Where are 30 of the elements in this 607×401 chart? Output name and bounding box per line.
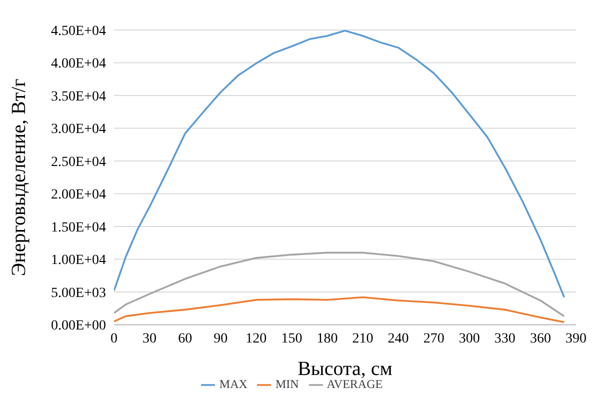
y-tick-label: 4.50E+04 [51, 24, 106, 39]
y-tick-label: 3.50E+04 [51, 89, 106, 104]
x-tick-label: 90 [214, 332, 228, 347]
x-tick-label: 30 [142, 332, 157, 347]
legend-label: MIN [275, 376, 299, 391]
x-tick-label: 270 [423, 332, 444, 347]
x-tick-label: 390 [566, 332, 586, 347]
x-tick-label: 0 [110, 332, 118, 347]
y-tick-label: 3.00E+04 [51, 122, 106, 138]
y-tick-label: 4.00E+04 [51, 56, 106, 72]
x-tick-label: 330 [494, 332, 516, 347]
y-axis-title: Энерговыделение, Вт/г [8, 78, 30, 276]
x-tick-label: 60 [178, 332, 192, 347]
x-tick-label: 120 [246, 332, 267, 347]
y-tick-label: 1.00E+04 [51, 253, 106, 268]
x-tick-label: 240 [388, 332, 409, 347]
x-tick-label: 180 [316, 332, 338, 347]
y-tick-label: 2.50E+04 [51, 154, 106, 170]
y-tick-label: 0.00E+00 [51, 318, 106, 334]
x-tick-label: 300 [458, 332, 480, 347]
x-tick-label: 360 [530, 332, 551, 347]
x-tick-label: 150 [281, 332, 302, 347]
line-series [114, 252, 566, 318]
y-tick-label: 1.50E+04 [51, 220, 106, 236]
line-series [114, 30, 566, 298]
line-series [114, 296, 566, 324]
x-tick-label: 210 [352, 332, 374, 347]
legend-label: MAX [219, 376, 248, 391]
y-tick-label: 2.00E+04 [51, 188, 106, 203]
y-tick-label: 5.00E+03 [51, 286, 106, 301]
